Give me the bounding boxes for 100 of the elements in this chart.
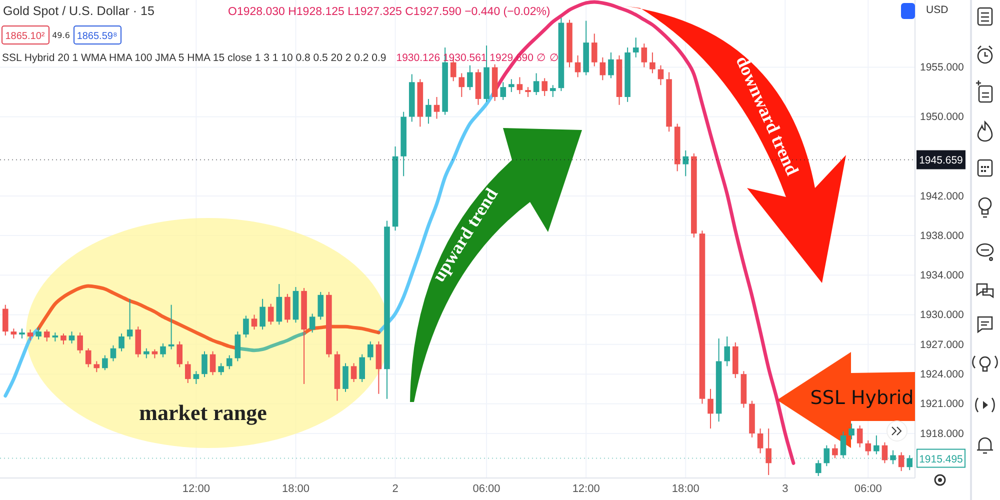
candlestick [160, 342, 166, 358]
annotation: O1928.030 H1928.125 L1927.325 C1927.590 −0.440 (−0.02%) [228, 6, 550, 18]
candlestick [824, 444, 830, 467]
y-tick-label: 1924.000 [920, 368, 964, 380]
annotation: market range [139, 400, 268, 425]
candlestick [426, 98, 432, 124]
candlestick [533, 72, 540, 96]
candlestick [898, 452, 904, 472]
candlestick [608, 52, 614, 79]
candlestick [865, 440, 872, 456]
candlestick [77, 332, 83, 354]
text: USD [926, 4, 949, 16]
annotation: 1865.59⁸ [76, 31, 118, 42]
candlestick [268, 303, 274, 326]
x-tick-label: 06:00 [472, 482, 500, 495]
y-tick-label: 1938.000 [920, 230, 964, 242]
candlestick [848, 423, 854, 440]
y-tick-label: 1918.000 [920, 428, 964, 440]
candlestick [359, 354, 366, 383]
y-tick-label: 1934.000 [920, 269, 964, 282]
candlestick [260, 298, 266, 330]
x-tick-label: 18:00 [282, 482, 310, 495]
candlestick [856, 425, 863, 448]
candlestick [508, 78, 514, 93]
candlestick [815, 460, 822, 477]
candlestick [757, 428, 764, 454]
candlestick [126, 298, 133, 340]
candlestick [36, 327, 42, 340]
candlestick [724, 336, 730, 367]
candlestick [467, 64, 473, 91]
candlestick [574, 54, 581, 78]
candlestick [434, 96, 440, 120]
candlestick [184, 360, 191, 384]
candlestick [591, 33, 598, 67]
candlestick [210, 350, 216, 376]
candlestick [650, 52, 656, 74]
candlestick [516, 76, 523, 95]
candlestick [85, 348, 92, 368]
candlestick [632, 37, 639, 58]
candlestick [458, 72, 465, 98]
candlestick [840, 430, 846, 459]
candlestick [118, 333, 124, 352]
candlestick [218, 362, 224, 376]
candlestick [68, 331, 75, 344]
candlestick [500, 82, 506, 100]
candlestick [342, 362, 348, 392]
candlestick [882, 442, 888, 464]
candlestick [309, 313, 316, 334]
x-tick-label: 18:00 [672, 482, 700, 495]
candlestick [102, 354, 108, 371]
candlestick [94, 360, 100, 373]
x-tick-label: 2 [392, 482, 398, 495]
x-tick-label: 12:00 [572, 482, 600, 495]
candlestick [658, 64, 664, 86]
candlestick [550, 84, 556, 98]
candlestick [168, 304, 174, 350]
candlestick [110, 344, 116, 362]
chart-title: Gold Spot / U.S. Dollar · 15 [3, 4, 154, 18]
candlestick [318, 291, 324, 320]
candlestick [890, 450, 896, 465]
candlestick [874, 434, 880, 455]
candlestick [176, 340, 182, 368]
y-tick-label: 1950.000 [920, 111, 964, 124]
candlestick [284, 293, 290, 324]
annotation: 1865.10² [5, 31, 46, 42]
candlestick [60, 333, 66, 345]
ref-line-label: 1945.659 [919, 154, 964, 167]
annotation: SSL Hybrid [810, 387, 914, 409]
candlestick [708, 388, 714, 430]
candlestick [251, 314, 258, 330]
candlestick [367, 340, 374, 361]
candlestick [243, 315, 249, 338]
candlestick [832, 444, 838, 459]
y-tick-label: 1921.000 [920, 398, 964, 410]
candlestick [193, 370, 200, 384]
candlestick [641, 43, 648, 68]
y-tick-label: 1927.000 [920, 338, 964, 351]
annotation: SSL Hybrid 20 1 WMA HMA 100 JMA 5 HMA 15 close 1 3 1 10 0.8 0.5 20 2 0.2 0.9 [2, 52, 386, 64]
candlestick [600, 56, 606, 81]
candlestick [44, 329, 50, 342]
candlestick [2, 304, 8, 336]
candlestick [350, 362, 357, 383]
candlestick [906, 454, 913, 471]
x-tick-label: 3 [782, 482, 788, 495]
candlestick [234, 331, 241, 362]
candlestick [525, 86, 531, 98]
candlestick [202, 350, 208, 378]
y-tick-label: 1955.000 [920, 62, 964, 74]
candlestick [10, 328, 17, 339]
candlestick [226, 354, 232, 370]
candlestick [682, 150, 689, 177]
candlestick [144, 348, 150, 359]
y-tick-label: 1930.000 [920, 309, 964, 322]
candlestick [542, 78, 548, 96]
candlestick [27, 329, 34, 341]
ref-line-label: 1915.495 [919, 453, 964, 466]
candlestick [766, 428, 772, 476]
x-tick-label: 06:00 [854, 482, 882, 495]
x-tick-label: 12:00 [182, 482, 210, 495]
y-tick-label: 1942.000 [920, 190, 964, 202]
